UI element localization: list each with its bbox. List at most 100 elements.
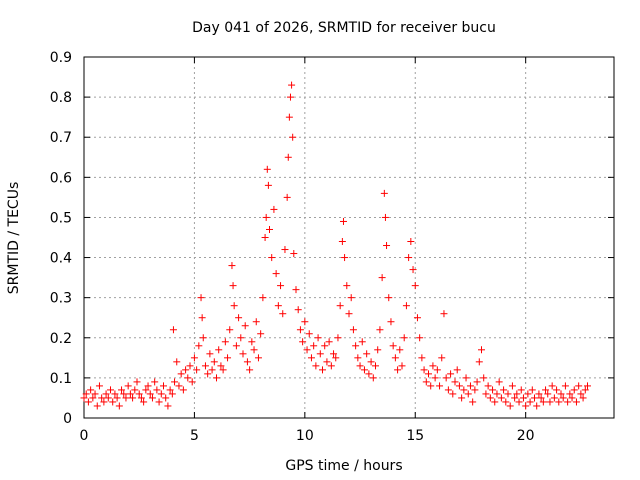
- data-point: [82, 390, 90, 398]
- data-point: [365, 370, 373, 378]
- data-point: [447, 370, 455, 378]
- data-point: [358, 338, 366, 346]
- data-point: [279, 310, 287, 318]
- data-point: [299, 338, 307, 346]
- data-point: [281, 246, 289, 254]
- data-point: [425, 370, 432, 378]
- data-point: [341, 254, 349, 262]
- data-point: [270, 205, 278, 213]
- y-axis-label: SRMTID / TECUs: [6, 182, 22, 295]
- data-point: [486, 394, 494, 402]
- data-point: [429, 362, 437, 370]
- data-point: [464, 390, 472, 398]
- x-tick-label: 20: [517, 428, 535, 444]
- y-tick-label: 0.7: [50, 130, 72, 146]
- data-point: [261, 234, 269, 241]
- data-point: [199, 334, 207, 342]
- data-point: [539, 398, 547, 406]
- y-tick-label: 0.2: [50, 331, 72, 347]
- data-point: [131, 386, 139, 394]
- data-point: [157, 390, 165, 398]
- data-point: [120, 390, 128, 398]
- data-point: [235, 314, 243, 322]
- data-point: [224, 354, 232, 362]
- data-point: [584, 382, 591, 390]
- data-point: [363, 350, 371, 358]
- data-point: [433, 366, 441, 374]
- x-tick-label: 0: [80, 428, 89, 444]
- data-point: [343, 282, 351, 290]
- data-point: [246, 366, 254, 374]
- y-tick-label: 0.5: [50, 210, 72, 226]
- data-point: [400, 334, 408, 342]
- data-point: [405, 254, 413, 262]
- data-point: [568, 394, 576, 402]
- data-point: [336, 302, 344, 310]
- data-point: [284, 153, 292, 161]
- data-point: [215, 346, 223, 354]
- data-point: [339, 217, 347, 225]
- data-point: [380, 189, 388, 197]
- data-point: [312, 362, 320, 370]
- data-point: [422, 378, 430, 386]
- data-point: [352, 342, 360, 350]
- data-point: [314, 334, 322, 342]
- data-point: [458, 394, 466, 402]
- data-point: [292, 286, 300, 294]
- x-axis-label: GPS time / hours: [285, 458, 402, 474]
- data-point: [438, 354, 446, 362]
- data-point: [122, 394, 130, 402]
- data-point: [146, 390, 154, 398]
- data-point: [528, 386, 536, 394]
- data-point: [118, 386, 126, 394]
- data-point: [436, 382, 444, 390]
- data-point: [217, 362, 225, 370]
- data-point: [455, 382, 463, 390]
- y-tick-label: 0.1: [50, 371, 72, 387]
- data-point: [164, 402, 172, 410]
- data-point: [321, 342, 329, 350]
- data-point: [531, 394, 538, 402]
- data-point: [489, 386, 497, 394]
- data-point: [169, 326, 177, 334]
- data-point: [471, 386, 479, 394]
- data-point: [575, 382, 583, 390]
- data-point: [263, 165, 271, 173]
- data-point: [226, 326, 234, 334]
- data-point: [508, 382, 516, 390]
- data-point: [133, 378, 141, 386]
- plot-frame: [83, 56, 615, 419]
- data-point: [257, 330, 265, 338]
- data-point: [394, 366, 402, 374]
- data-point: [330, 350, 338, 358]
- data-point: [572, 398, 580, 406]
- data-point: [107, 386, 114, 394]
- axis-ticks: [83, 56, 614, 419]
- data-point: [160, 382, 167, 390]
- chart-title: Day 041 of 2026, SRMTID for receiver buc…: [192, 20, 496, 36]
- data-point: [316, 350, 324, 358]
- data-point: [166, 386, 174, 394]
- data-point: [151, 378, 159, 386]
- data-point: [579, 394, 587, 402]
- data-point: [451, 378, 459, 386]
- data-point: [360, 366, 368, 374]
- data-point: [460, 386, 468, 394]
- x-tick-label: 15: [406, 428, 424, 444]
- data-point: [559, 394, 567, 402]
- data-point: [338, 238, 346, 246]
- data-point: [449, 390, 457, 398]
- data-point: [259, 294, 267, 302]
- data-point: [519, 394, 527, 402]
- data-point: [113, 394, 121, 402]
- data-point: [310, 342, 318, 350]
- data-point: [372, 362, 379, 370]
- data-point: [391, 354, 399, 362]
- data-point: [577, 390, 585, 398]
- data-point: [440, 310, 448, 318]
- data-point: [462, 374, 470, 382]
- data-point: [239, 350, 247, 358]
- data-point: [411, 282, 419, 290]
- data-point: [188, 378, 196, 386]
- data-point: [250, 346, 258, 354]
